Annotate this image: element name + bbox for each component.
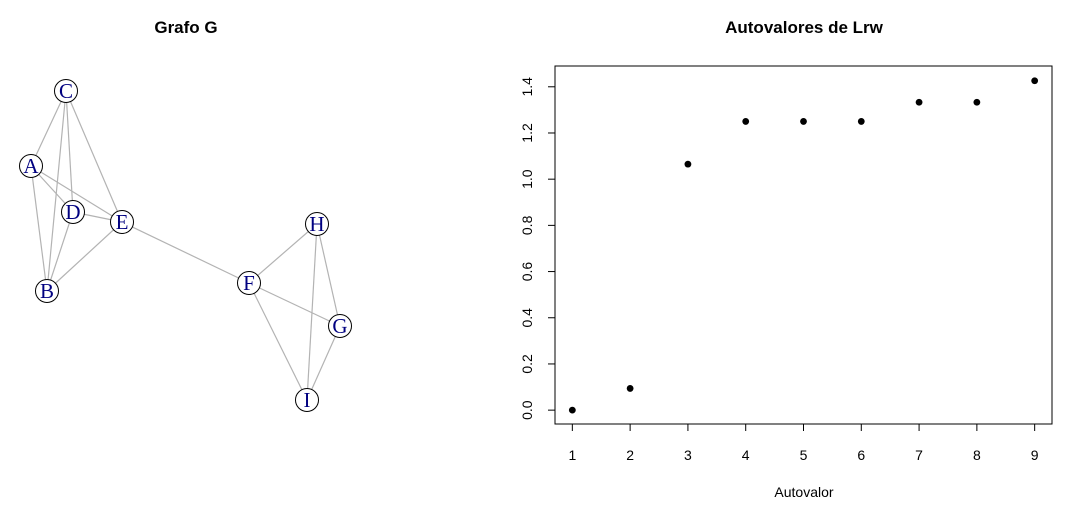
graph-node-circle (35, 279, 59, 303)
graph-edge-B-E (46, 221, 123, 292)
graph-edge-A-B (30, 165, 48, 292)
scatter-point-1 (568, 406, 576, 414)
scatter-point-9 (1031, 77, 1039, 85)
x-axis-label: Autovalor (774, 484, 833, 500)
graph-node-D: D (61, 200, 85, 224)
x-tick-label: 3 (684, 447, 692, 463)
graph-panel: Grafo G A B C D E F G H I (19, 18, 352, 412)
y-tick-label: 1.4 (519, 77, 535, 97)
graph-node-label: B (40, 279, 54, 303)
scatter-point-2 (626, 385, 634, 392)
y-axis: 0.0 0.2 0.4 0.6 0.8 1.0 1.2 1.4 (519, 77, 556, 420)
x-tick-label: 4 (742, 447, 750, 463)
y-tick-label: 0.2 (519, 354, 535, 374)
graph-node-E: E (110, 210, 134, 234)
graph-node-I: I (295, 388, 319, 412)
graph-node-label: I (304, 388, 311, 412)
x-tick-label: 5 (800, 447, 808, 463)
graph-node-circle (19, 154, 43, 178)
graph-node-F: F (237, 271, 261, 295)
x-axis: 1 2 3 4 5 6 7 8 9 (568, 423, 1039, 463)
graph-node-H: H (305, 212, 329, 236)
x-tick-label: 2 (626, 447, 634, 463)
graph-node-circle (295, 388, 319, 412)
y-tick-label: 0.4 (519, 308, 535, 328)
graph-node-label: G (332, 314, 347, 338)
y-tick-label: 0.6 (519, 262, 535, 282)
graph-node-G: G (328, 314, 352, 338)
scatter-title: Autovalores de Lrw (725, 18, 884, 37)
scatter-point-5 (800, 118, 807, 125)
graph-node-C: C (54, 79, 78, 103)
x-tick-label: 7 (915, 447, 923, 463)
graph-edge-F-I (248, 282, 308, 401)
graph-node-circle (305, 212, 329, 236)
graph-edge-E-F (121, 221, 250, 284)
graph-node-circle (110, 210, 134, 234)
graph-edge-H-G (316, 223, 341, 327)
graph-node-A: A (19, 154, 43, 178)
graph-node-label: A (23, 154, 39, 178)
graph-node-circle (328, 314, 352, 338)
graph-edge-A-C (30, 90, 67, 167)
graph-edge-A-E (30, 165, 123, 223)
graph-title: Grafo G (154, 18, 217, 37)
x-tick-label: 6 (857, 447, 865, 463)
graph-node-B: B (35, 279, 59, 303)
graph-edge-C-D (65, 90, 74, 213)
x-tick-label: 8 (973, 447, 981, 463)
graph-edge-F-H (248, 223, 318, 284)
y-tick-label: 0.8 (519, 215, 535, 235)
scatter-point-3 (684, 160, 692, 168)
x-tick-label: 9 (1031, 447, 1039, 463)
graph-node-label: D (65, 200, 80, 224)
graph-edge-C-E (65, 90, 123, 223)
scatter-points (568, 77, 1039, 414)
graph-node-label: F (243, 271, 255, 295)
scatter-point-8 (973, 98, 981, 106)
graph-node-circle (237, 271, 261, 295)
x-tick-label: 1 (568, 447, 576, 463)
y-tick-label: 1.0 (519, 169, 535, 189)
scatter-point-4 (742, 118, 750, 125)
graph-node-label: C (59, 79, 73, 103)
graph-edge-F-G (248, 282, 341, 327)
scatter-point-6 (857, 118, 865, 125)
y-tick-label: 0.0 (519, 400, 535, 420)
graph-node-label: E (116, 210, 129, 234)
graph-edge-C-B (46, 90, 67, 292)
graph-node-circle (54, 79, 78, 103)
graph-edges (30, 90, 341, 401)
graph-edge-H-I (306, 223, 318, 401)
graph-node-circle (61, 200, 85, 224)
graph-nodes: A B C D E F G H I (19, 79, 352, 412)
graph-edge-D-B (46, 211, 74, 292)
y-tick-label: 1.2 (519, 123, 535, 143)
graph-edge-G-I (306, 325, 341, 401)
scatter-point-7 (915, 98, 923, 106)
graph-node-label: H (309, 212, 324, 236)
